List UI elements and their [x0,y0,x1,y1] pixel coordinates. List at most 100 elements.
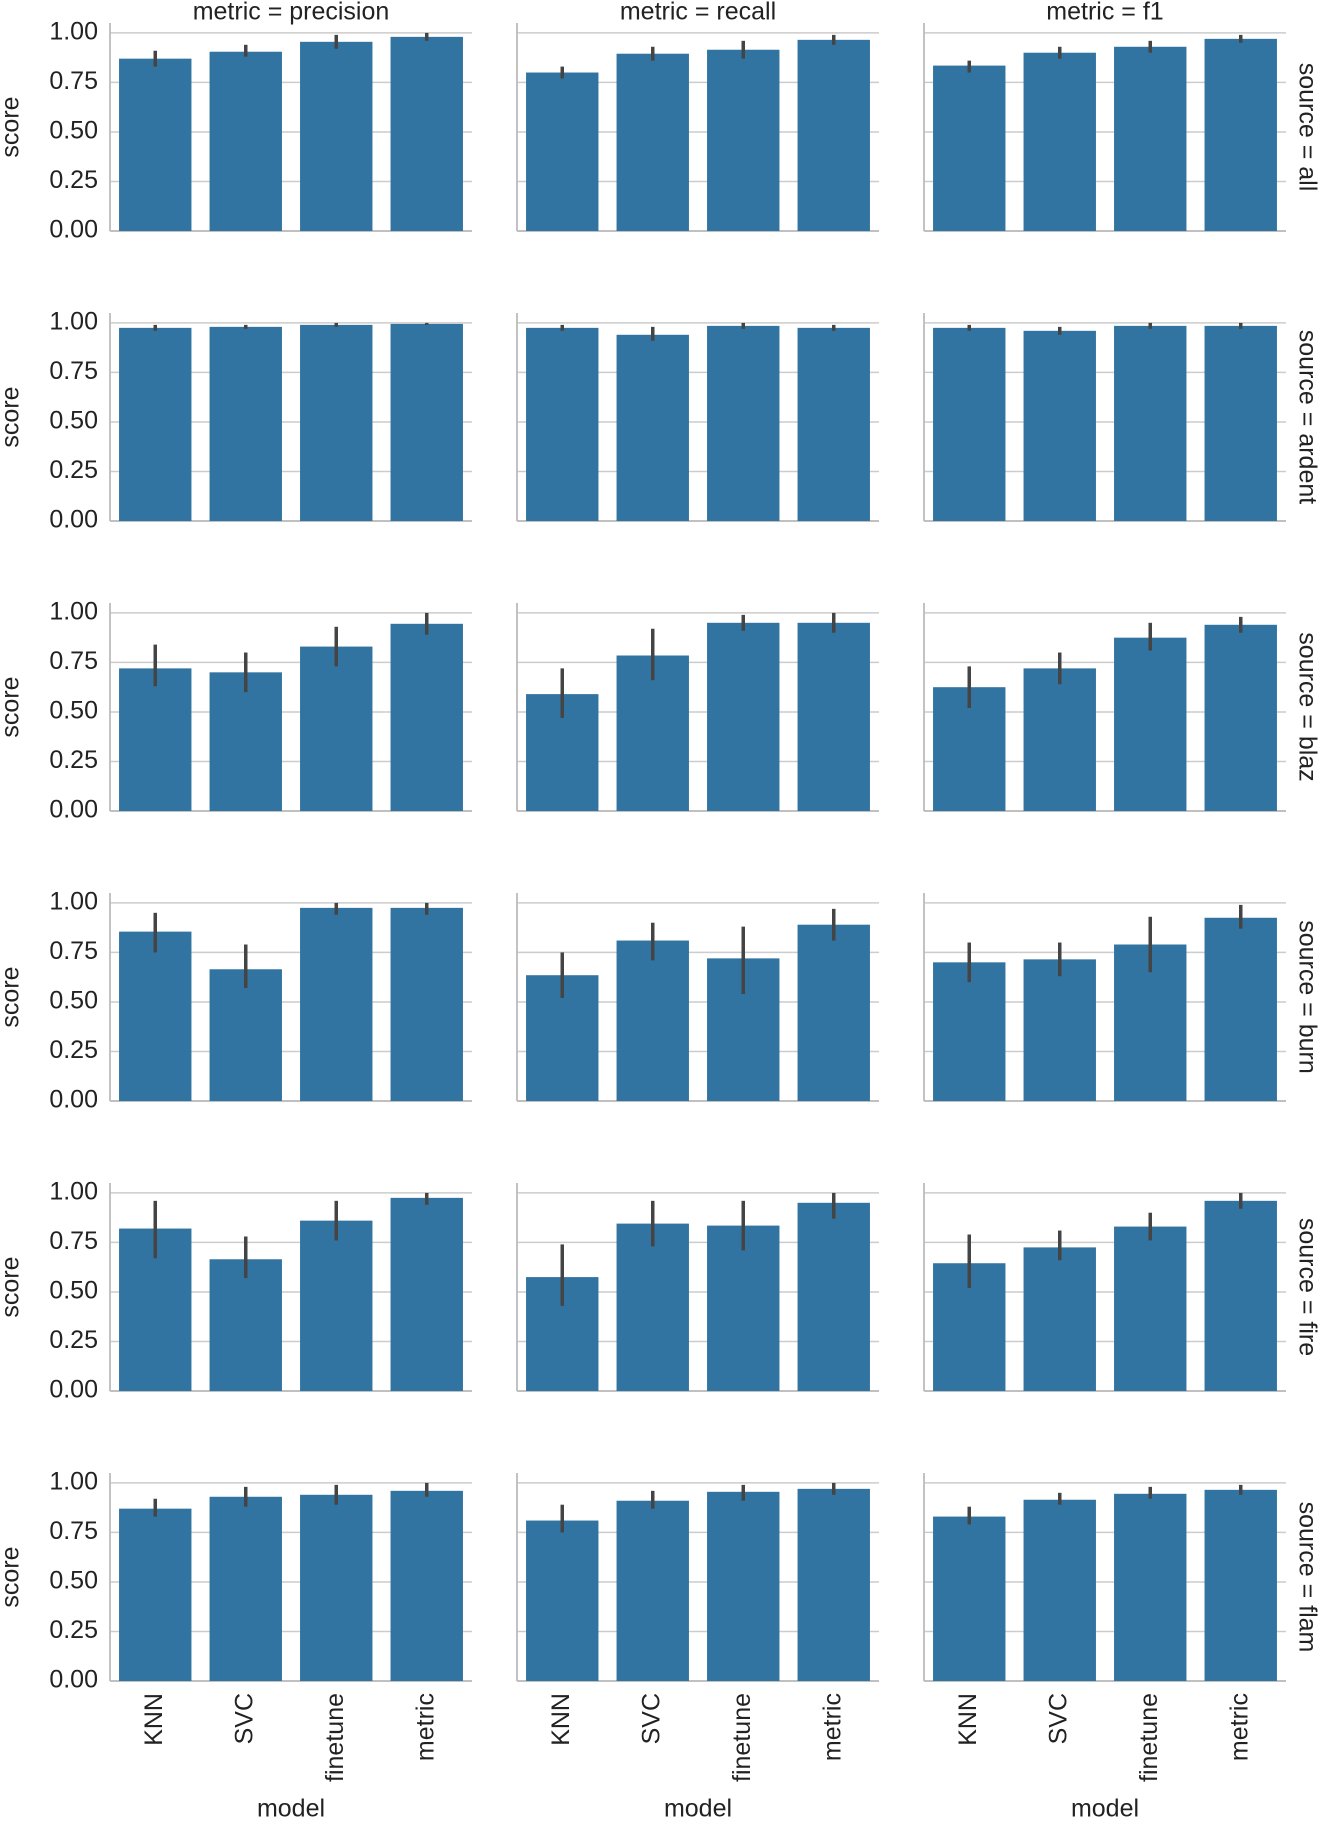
y-tick-label: 0.25 [49,1036,98,1064]
y-axis-label: score [0,386,25,447]
x-tick-label: KNN [954,1693,982,1746]
bar [390,907,463,1101]
bar [526,72,599,232]
bar [616,334,689,521]
x-tick-label: SVC [637,1693,665,1744]
column-title: metric = f1 [1046,0,1163,26]
bar [707,1491,780,1681]
bar [707,1225,780,1391]
y-tick-label: 0.25 [49,1616,98,1644]
bar [119,327,192,521]
y-tick-label: 0.50 [49,1567,98,1595]
bar [616,655,689,811]
bar [300,1494,373,1681]
bar [390,1490,463,1681]
bar [119,931,192,1101]
y-tick-label: 0.50 [49,697,98,725]
y-tick-label: 0.75 [49,1227,98,1255]
row-title: source = fire [1293,1218,1321,1356]
bar [1204,325,1277,521]
bar [933,327,1006,521]
bar [209,51,282,231]
column-title: metric = recall [620,0,776,26]
bar [616,940,689,1101]
row-title: source = blaz [1293,632,1321,781]
bar [797,1488,870,1681]
x-tick-label: SVC [230,1693,258,1744]
bar [1114,325,1187,521]
bar [1204,1200,1277,1391]
bar [707,325,780,521]
y-tick-label: 0.25 [49,1326,98,1354]
bar [390,36,463,231]
bar [933,1516,1006,1681]
y-tick-label: 0.00 [49,216,98,244]
y-tick-label: 0.75 [49,1517,98,1545]
bar [933,65,1006,231]
y-tick-label: 0.75 [49,937,98,965]
bar [1204,1489,1277,1681]
y-axis-label: score [0,1256,25,1317]
bar [390,623,463,811]
y-tick-label: 1.00 [49,18,98,46]
bar [390,1197,463,1391]
bar [300,324,373,521]
bar [300,41,373,231]
bar [1114,637,1187,811]
row-title: source = burn [1293,920,1321,1074]
bar [933,962,1006,1101]
y-tick-label: 0.00 [49,796,98,824]
bar [209,1496,282,1681]
y-tick-label: 1.00 [49,1468,98,1496]
bar [707,622,780,811]
bar [797,622,870,811]
bar [390,323,463,521]
bar [1023,959,1096,1101]
bar [1204,38,1277,231]
bar [797,924,870,1101]
y-tick-label: 0.75 [49,357,98,385]
y-tick-label: 0.50 [49,117,98,145]
bar [119,1508,192,1681]
bar [1023,1247,1096,1391]
bar [797,327,870,521]
bar [616,1500,689,1681]
y-tick-label: 0.50 [49,407,98,435]
column-title: metric = precision [193,0,390,26]
x-tick-label: finetune [321,1693,349,1782]
y-tick-label: 0.00 [49,1376,98,1404]
y-tick-label: 0.25 [49,456,98,484]
x-axis-label: model [257,1795,325,1823]
x-tick-label: finetune [728,1693,756,1782]
x-tick-label: metric [1225,1693,1253,1761]
x-tick-label: KNN [547,1693,575,1746]
y-tick-label: 0.50 [49,1277,98,1305]
x-tick-label: finetune [1135,1693,1163,1782]
x-tick-label: KNN [140,1693,168,1746]
bar [1204,917,1277,1101]
bar [119,58,192,232]
y-tick-label: 0.00 [49,506,98,534]
y-axis-label: score [0,966,25,1027]
bar [209,672,282,811]
y-tick-label: 0.00 [49,1086,98,1114]
bar [1023,52,1096,231]
bar [1023,330,1096,521]
x-axis-label: model [1071,1795,1139,1823]
bar [1114,46,1187,232]
y-axis-label: score [0,1546,25,1607]
y-tick-label: 1.00 [49,598,98,626]
y-tick-label: 0.25 [49,166,98,194]
row-title: source = flam [1293,1502,1321,1653]
bar [1204,624,1277,811]
bar [797,39,870,231]
bar [616,1223,689,1391]
x-tick-label: metric [411,1693,439,1761]
bar [300,646,373,811]
y-tick-label: 0.75 [49,647,98,675]
bar [209,1259,282,1391]
y-tick-label: 1.00 [49,308,98,336]
bar [1023,668,1096,811]
y-tick-label: 1.00 [49,1178,98,1206]
